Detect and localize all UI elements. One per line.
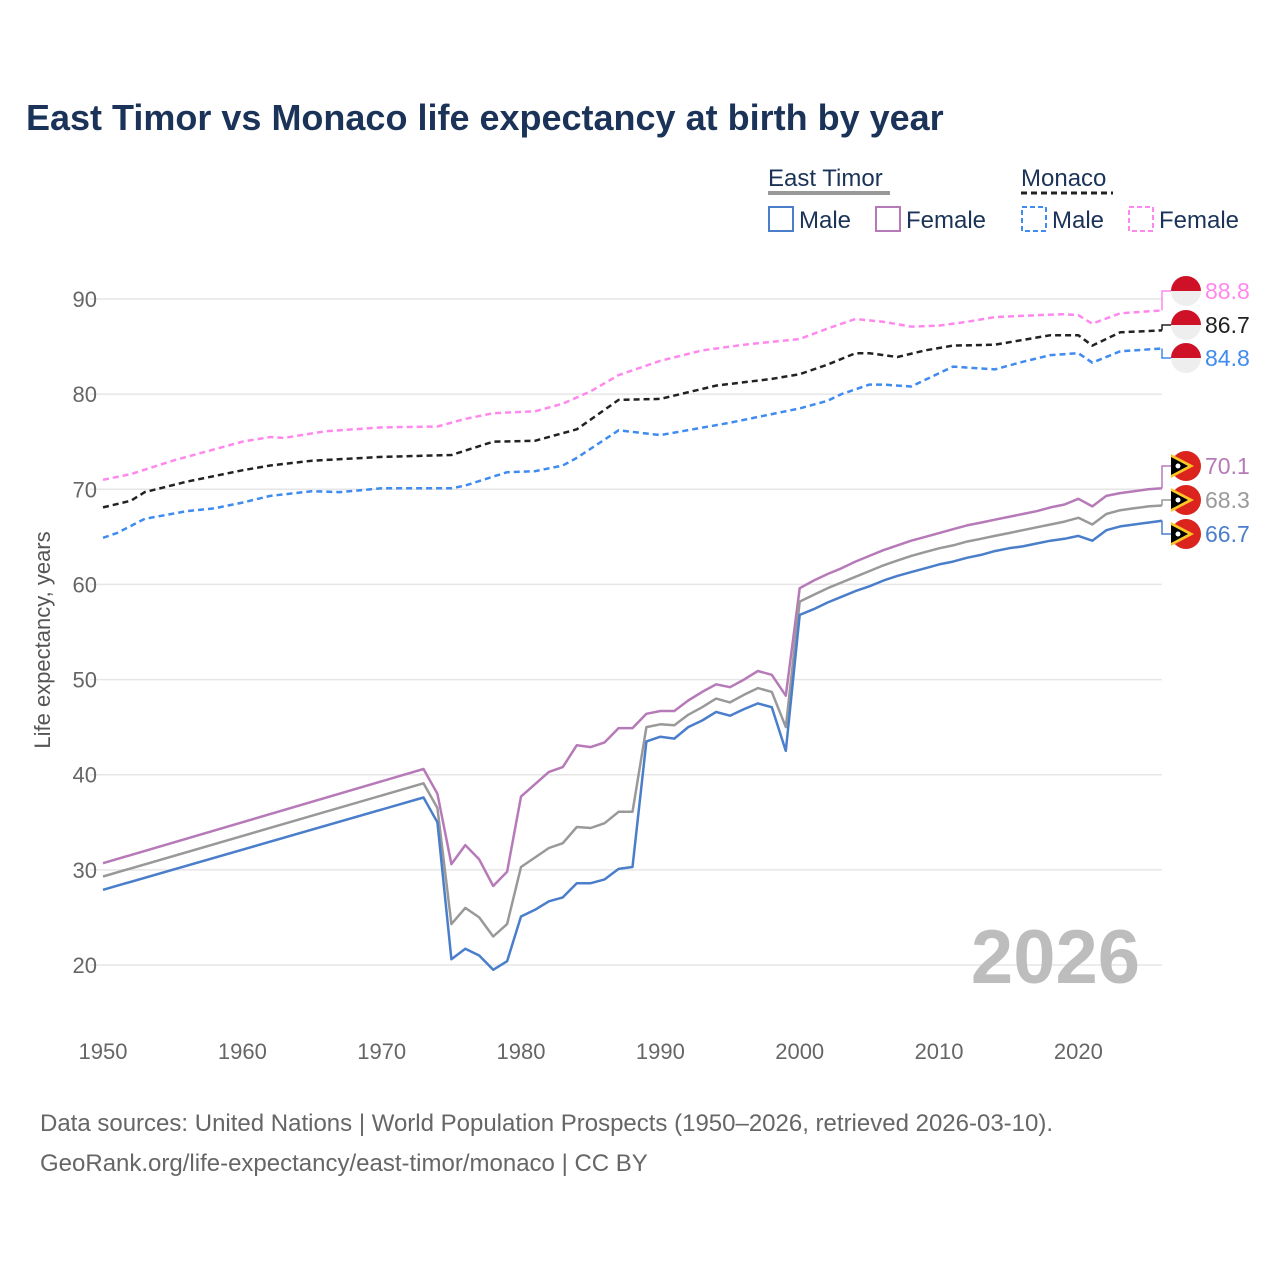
x-tick-label: 1950 — [79, 1039, 128, 1064]
label-connector — [1161, 324, 1172, 331]
legend: East Timor Monaco Male Female Male Female — [768, 165, 1239, 234]
series-line-east-timor-total — [102, 504, 1163, 938]
end-value-label: 84.8 — [1205, 345, 1250, 371]
end-value-label: 86.7 — [1205, 312, 1250, 338]
y-tick-label: 30 — [73, 858, 97, 883]
end-value-label: 68.3 — [1205, 487, 1250, 513]
legend-group-title: East Timor — [768, 165, 883, 192]
series-line-monaco-male — [102, 347, 1163, 539]
series-line-east-timor-male — [102, 519, 1163, 972]
end-value-label: 70.1 — [1205, 453, 1250, 479]
y-tick-label: 60 — [73, 572, 97, 597]
series-lines — [102, 309, 1163, 972]
x-tick-label: 1980 — [497, 1039, 546, 1064]
chart-title: East Timor vs Monaco life expectancy at … — [26, 97, 944, 138]
end-value-label: 66.7 — [1205, 521, 1250, 547]
legend-swatch — [1021, 206, 1047, 232]
end-value-label: 88.8 — [1205, 278, 1250, 304]
x-tick-label: 1970 — [357, 1039, 406, 1064]
y-tick-label: 40 — [73, 763, 97, 788]
series-line-east-timor-female — [102, 487, 1163, 888]
footer-link[interactable]: GeoRank.org/life-expectancy/east-timor/m… — [40, 1150, 648, 1177]
legend-swatch — [768, 206, 794, 232]
y-axis-label: Life expectancy, years — [30, 531, 55, 748]
legend-item: Male — [799, 207, 851, 234]
label-connector — [1161, 499, 1172, 506]
star-icon — [1175, 497, 1181, 503]
star-icon — [1175, 463, 1181, 469]
end-labels: 88.8 86.7 84.8 70.1 68.3 66.7 — [1161, 276, 1250, 549]
legend-swatch — [875, 206, 901, 232]
label-connector — [1161, 290, 1172, 311]
y-tick-label: 70 — [73, 477, 97, 502]
monaco-flag-icon — [1171, 343, 1201, 358]
monaco-flag-icon — [1171, 276, 1201, 291]
star-icon — [1175, 531, 1181, 537]
legend-swatch — [1128, 206, 1154, 232]
legend-group-title: Monaco — [1021, 165, 1106, 192]
x-tick-label: 1960 — [218, 1039, 267, 1064]
grid: 20 30 40 50 60 70 80 90 1950 1960 1970 1980 1990 2000… — [73, 287, 1162, 1064]
label-connector — [1161, 465, 1172, 489]
x-tick-label: 2020 — [1054, 1039, 1103, 1064]
legend-item: Female — [906, 207, 986, 234]
footer-sources: Data sources: United Nations | World Pop… — [40, 1110, 1053, 1137]
legend-item: Female — [1159, 207, 1239, 234]
label-connector — [1161, 520, 1172, 535]
x-tick-label: 2010 — [915, 1039, 964, 1064]
legend-item: Male — [1052, 207, 1104, 234]
y-tick-label: 50 — [73, 668, 97, 693]
y-tick-label: 20 — [73, 953, 97, 978]
x-tick-label: 1990 — [636, 1039, 685, 1064]
series-line-monaco-total — [102, 329, 1163, 509]
monaco-flag-icon — [1171, 310, 1201, 325]
label-connector — [1161, 348, 1172, 359]
x-tick-label: 2000 — [775, 1039, 824, 1064]
y-tick-label: 90 — [73, 287, 97, 312]
year-watermark: 2026 — [971, 915, 1140, 1000]
y-tick-label: 80 — [73, 382, 97, 407]
series-line-monaco-female — [102, 309, 1163, 482]
